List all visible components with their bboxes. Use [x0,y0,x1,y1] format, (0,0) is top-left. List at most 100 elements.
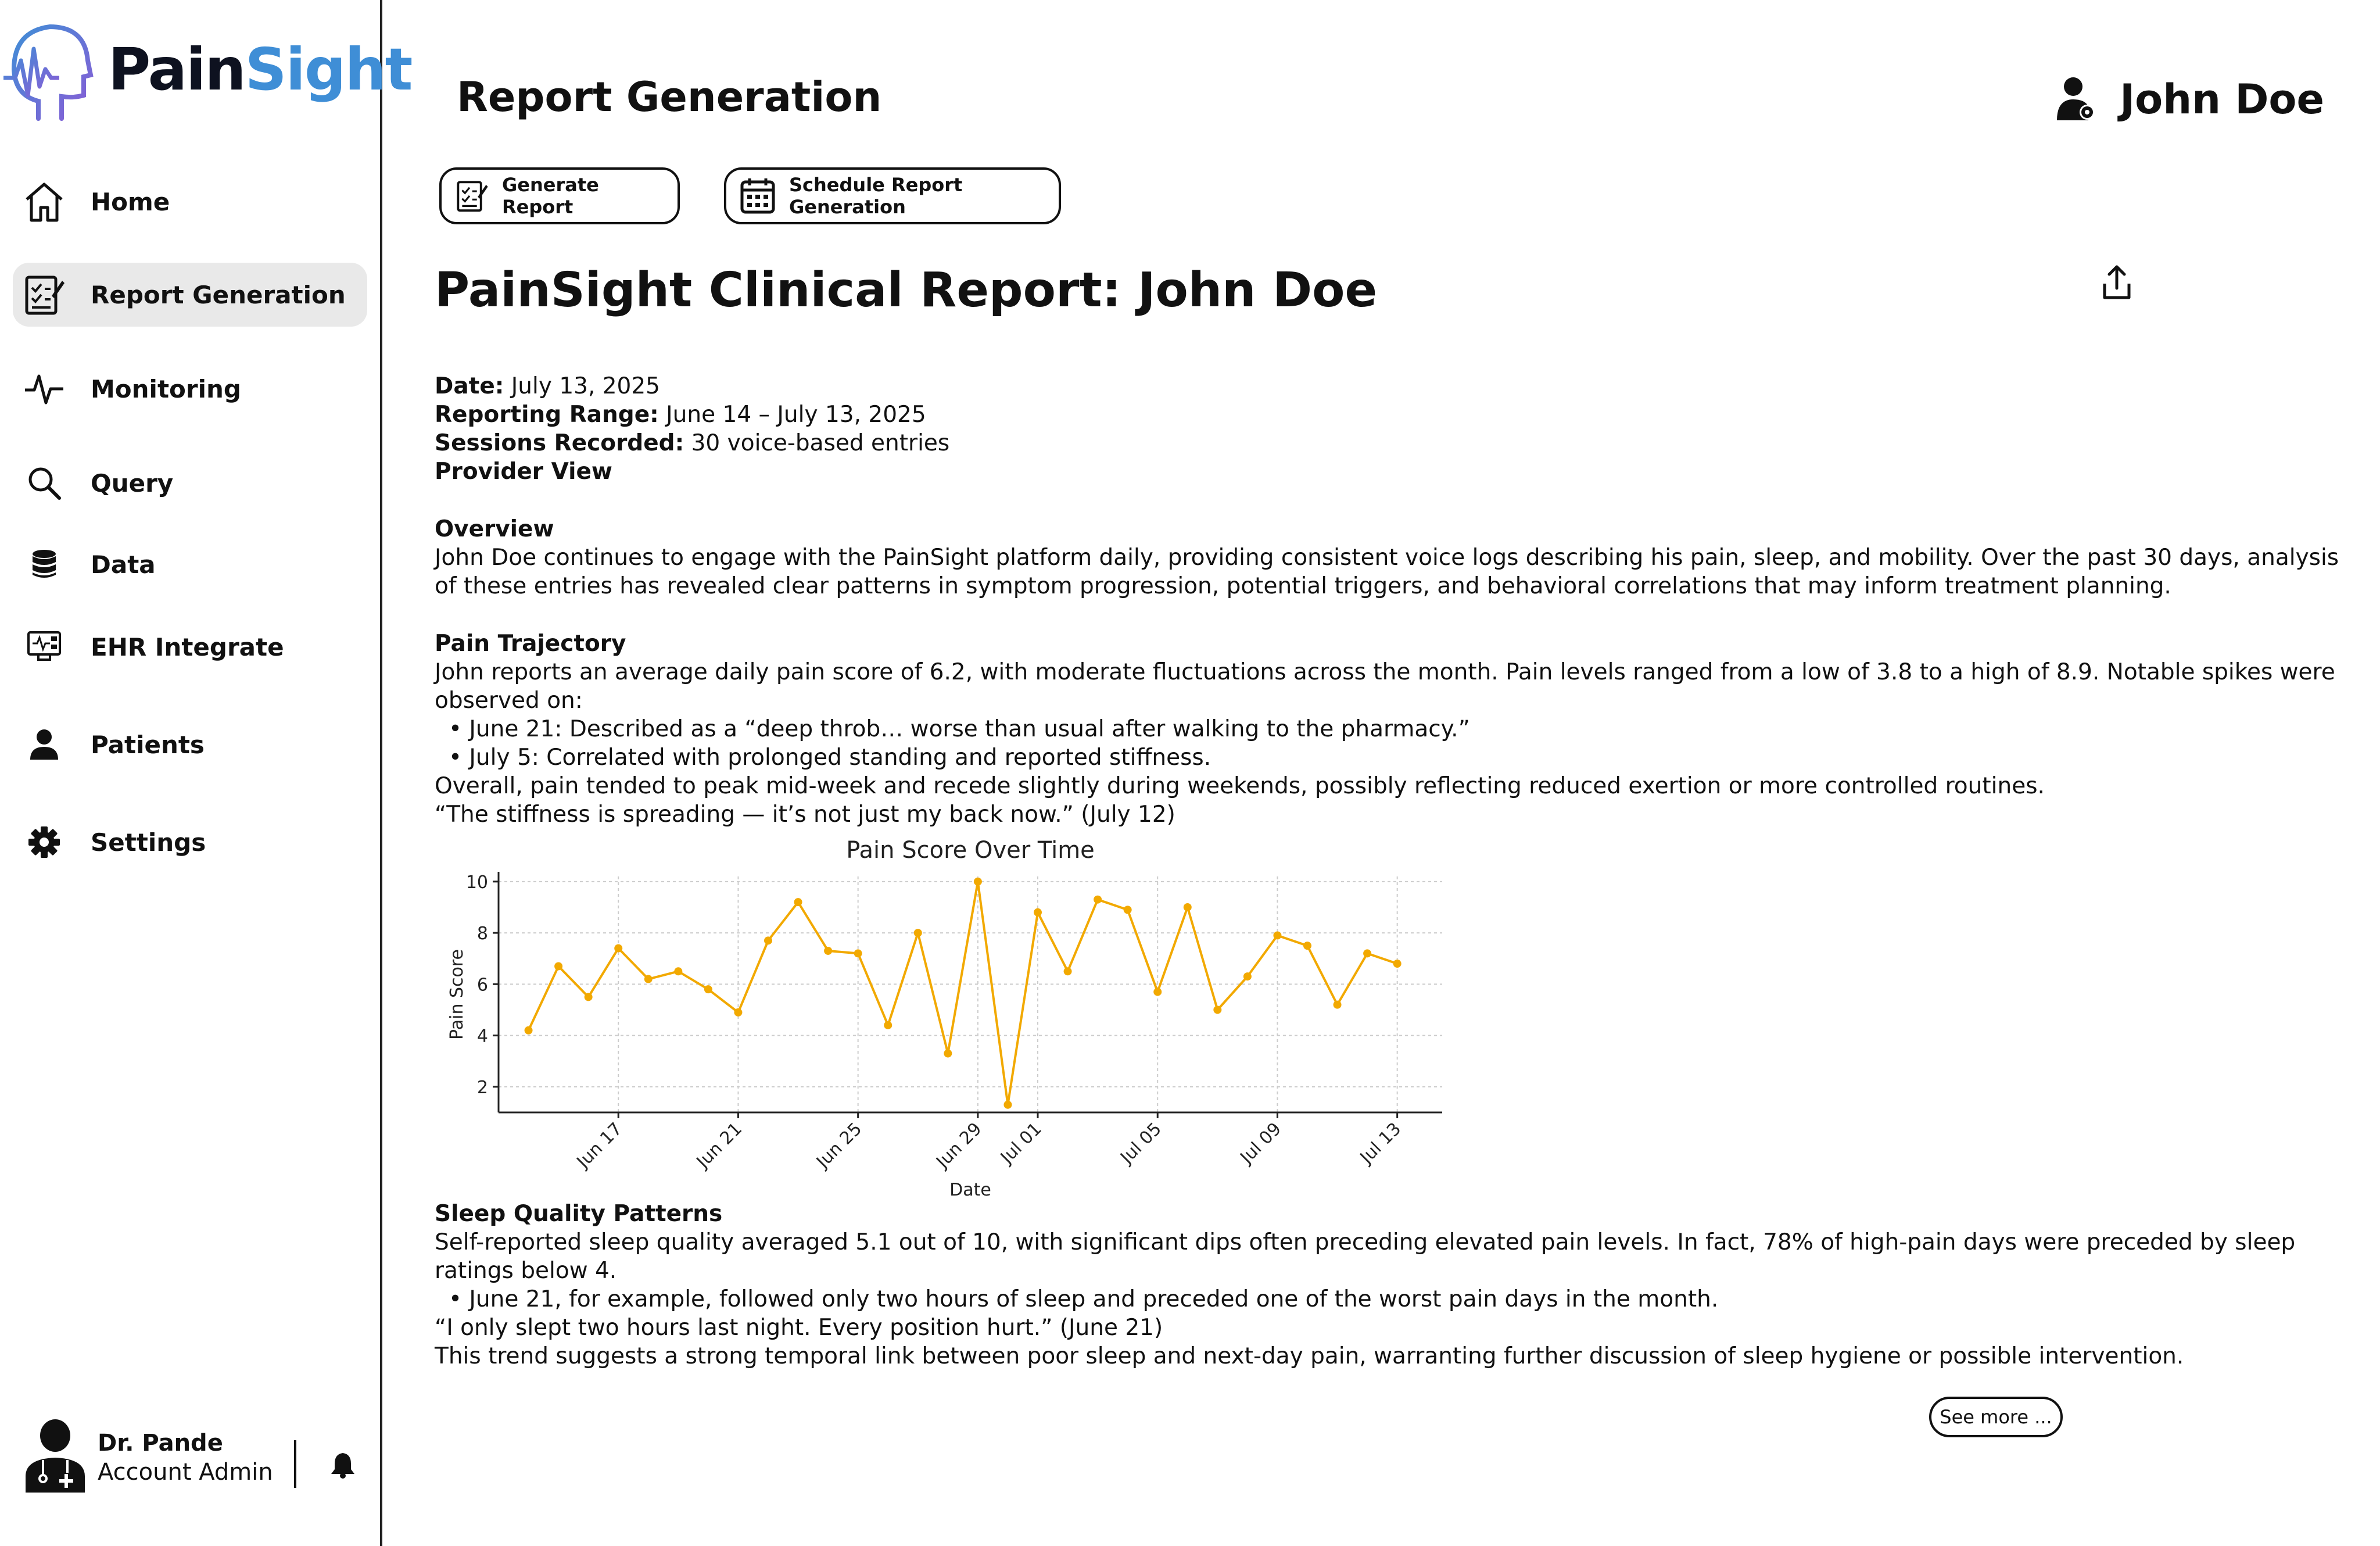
user-settings-icon [2057,77,2095,120]
report-range: Reporting Range: June 14 – July 13, 2025 [435,402,926,428]
data-point [854,949,862,958]
schedule-report-button[interactable]: Schedule Report Generation [724,167,1061,224]
sidebar-item-ehr-integrate[interactable]: EHR Integrate [13,615,367,679]
data-point [824,946,833,955]
data-point [1034,908,1042,917]
pain-quote: “The stiffness is spreading — it’s not j… [435,801,1175,828]
account-panel: Dr. Pande Account Admin [23,1418,366,1500]
report-icon [456,178,488,213]
report-icon [21,271,67,318]
data-point [913,929,922,937]
report-title: PainSight Clinical Report: John Doe [435,263,1378,318]
pain-text: John reports an average daily pain score… [435,659,2335,714]
sidebar-item-patients[interactable]: Patients [13,713,367,776]
data-point [884,1021,892,1029]
data-point [1123,906,1132,914]
data-point [1094,895,1102,904]
sidebar-item-label: Home [91,187,170,216]
user-role: Account Admin [98,1459,273,1486]
data-point [1153,987,1162,996]
database-icon [21,541,67,588]
x-tick-label: Jun 25 [812,1119,866,1173]
data-point [1363,949,1372,958]
overview-heading: Overview [435,516,554,542]
report-view: Provider View [435,459,612,485]
sleep-summary: This trend suggests a strong temporal li… [435,1343,2184,1369]
data-point [1213,1005,1222,1014]
x-tick-label: Jul 09 [1236,1119,1285,1168]
pain-bullet-1: June 21: Described as a “deep throb… wor… [435,715,2352,743]
data-point [614,944,623,953]
patient-header[interactable]: John Doe [2056,76,2324,123]
data-point [734,1008,743,1017]
generate-report-label: Generate Report [502,174,599,218]
sidebar-item-monitoring[interactable]: Monitoring [13,357,367,421]
sidebar-item-query[interactable]: Query [13,451,367,515]
data-point [794,898,802,907]
export-icon[interactable] [2102,265,2131,301]
sidebar-item-data[interactable]: Data [13,532,367,596]
sidebar-item-label: Patients [91,730,205,759]
brand-name: PainSight [108,35,413,103]
gear-icon [21,819,67,865]
sleep-quote: “I only slept two hours last night. Ever… [435,1315,1163,1341]
search-icon [21,460,67,506]
x-tick-label: Jun 17 [572,1119,626,1173]
data-point [674,967,683,976]
data-point [944,1049,952,1058]
data-point [973,877,982,886]
chart-title: Pain Score Over Time [846,837,1095,864]
page-title: Report Generation [457,73,882,121]
schedule-report-label: Schedule Report Generation [789,174,963,218]
ehr-icon [21,624,67,670]
data-point [584,993,593,1001]
data-point [1183,903,1192,911]
doctor-avatar-icon[interactable] [23,1418,87,1494]
data-point [1243,972,1252,981]
sidebar-item-home[interactable]: Home [13,170,367,234]
see-more-button[interactable]: See more ... [1929,1397,2063,1437]
head-logo-icon [3,24,94,121]
patient-name: John Doe [2120,76,2324,123]
report-date: Date: July 13, 2025 [435,373,660,399]
sidebar-item-report-generation[interactable]: Report Generation [13,263,367,327]
y-tick-label: 6 [477,975,488,995]
sidebar-item-label: Data [91,550,156,579]
y-tick-label: 4 [477,1026,488,1047]
x-tick-label: Jun 29 [931,1119,985,1173]
divider [294,1440,296,1488]
sleep-section: Sleep Quality Patterns Self-reported sle… [435,1200,2352,1370]
data-point [1063,967,1072,976]
data-point [524,1026,533,1035]
report-body: Date: July 13, 2025 Reporting Range: Jun… [435,372,2352,829]
data-point [644,975,653,983]
pain-summary: Overall, pain tended to peak mid-week an… [435,773,2045,799]
pain-heading: Pain Trajectory [435,631,626,657]
x-axis-label: Date [949,1180,991,1200]
sleep-bullet-1: June 21, for example, followed only two … [435,1285,2352,1314]
data-point [704,985,712,994]
sidebar-item-label: Monitoring [91,374,241,403]
bell-icon[interactable] [330,1451,356,1479]
data-point [1303,942,1311,950]
y-axis-label: Pain Score [447,949,467,1040]
pulse-icon [21,366,67,412]
data-point [1393,960,1402,968]
sidebar-item-label: Report Generation [91,280,346,309]
generate-report-button[interactable]: Generate Report [439,167,680,224]
user-name: Dr. Pande [98,1430,223,1456]
sidebar-item-settings[interactable]: Settings [13,810,367,874]
pain-bullet-2: July 5: Correlated with prolonged standi… [435,743,2352,772]
logo[interactable]: PainSight [3,14,413,124]
data-point [1273,931,1282,940]
sidebar-item-label: Settings [91,828,206,857]
sidebar: PainSight Home Report Generation Monitor… [0,0,413,1546]
y-tick-label: 10 [466,872,488,893]
sleep-text: Self-reported sleep quality averaged 5.1… [435,1229,2296,1284]
x-tick-label: Jul 05 [1116,1119,1165,1168]
sleep-heading: Sleep Quality Patterns [435,1201,723,1227]
y-tick-label: 8 [477,924,488,944]
calendar-icon [740,177,775,214]
sidebar-item-label: Query [91,468,174,498]
sidebar-item-label: EHR Integrate [91,632,284,661]
